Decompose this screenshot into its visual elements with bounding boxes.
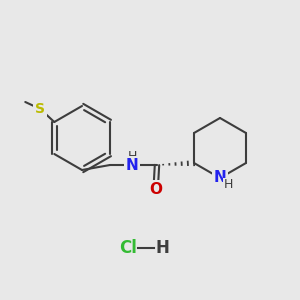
Text: N: N	[126, 158, 138, 172]
Text: Cl: Cl	[119, 239, 137, 257]
Text: H: H	[155, 239, 169, 257]
Text: H: H	[223, 178, 233, 191]
Text: H: H	[127, 149, 137, 163]
Text: N: N	[214, 170, 226, 185]
Text: O: O	[149, 182, 163, 196]
Text: S: S	[35, 102, 45, 116]
